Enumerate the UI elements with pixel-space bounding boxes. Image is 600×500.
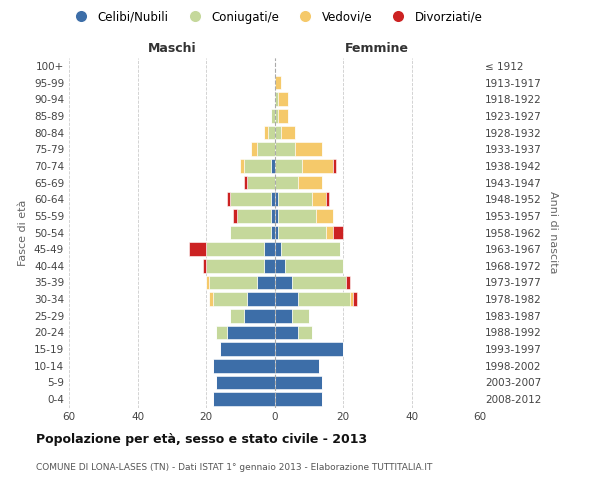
Bar (278, 92, 288, 106)
Bar (220, 342, 275, 356)
Bar (275, 226, 278, 239)
Bar (346, 276, 350, 289)
Bar (275, 192, 278, 206)
Bar (275, 126, 281, 140)
Bar (298, 326, 312, 340)
Bar (275, 259, 285, 272)
Bar (281, 242, 340, 256)
Text: Popolazione per età, sesso e stato civile - 2013: Popolazione per età, sesso e stato civil… (36, 432, 367, 446)
Bar (209, 292, 213, 306)
Bar (251, 142, 257, 156)
Bar (230, 309, 244, 322)
Bar (275, 142, 295, 156)
Bar (275, 176, 298, 190)
Bar (233, 209, 237, 222)
Bar (285, 259, 343, 272)
Bar (275, 159, 302, 172)
Bar (271, 109, 275, 122)
Bar (275, 342, 343, 356)
Bar (244, 159, 271, 172)
Bar (237, 209, 271, 222)
Bar (189, 242, 206, 256)
Bar (244, 176, 247, 190)
Bar (213, 292, 247, 306)
Bar (298, 176, 322, 190)
Bar (292, 309, 309, 322)
Bar (244, 309, 275, 322)
Bar (275, 109, 278, 122)
Bar (333, 226, 343, 239)
Bar (302, 159, 333, 172)
Bar (209, 276, 257, 289)
Bar (316, 209, 333, 222)
Bar (271, 192, 275, 206)
Bar (240, 159, 244, 172)
Bar (203, 259, 206, 272)
Bar (275, 309, 292, 322)
Bar (206, 276, 209, 289)
Bar (257, 142, 275, 156)
Bar (278, 192, 312, 206)
Bar (275, 209, 278, 222)
Bar (206, 259, 264, 272)
Bar (227, 326, 275, 340)
Bar (278, 109, 288, 122)
Legend: Celibi/Nubili, Coniugati/e, Vedovi/e, Divorziati/e: Celibi/Nubili, Coniugati/e, Vedovi/e, Di… (65, 6, 487, 28)
Bar (333, 159, 336, 172)
Bar (230, 192, 271, 206)
Bar (278, 226, 326, 239)
Bar (227, 192, 230, 206)
Bar (298, 292, 350, 306)
Bar (292, 276, 346, 289)
Bar (281, 126, 295, 140)
Bar (326, 192, 329, 206)
Bar (275, 326, 298, 340)
Bar (247, 176, 275, 190)
Bar (257, 276, 275, 289)
Bar (275, 292, 298, 306)
Bar (213, 359, 275, 372)
Text: COMUNE DI LONA-LASES (TN) - Dati ISTAT 1° gennaio 2013 - Elaborazione TUTTITALIA: COMUNE DI LONA-LASES (TN) - Dati ISTAT 1… (36, 462, 433, 471)
Bar (213, 392, 275, 406)
Bar (275, 92, 278, 106)
Bar (275, 392, 322, 406)
Y-axis label: Anni di nascita: Anni di nascita (548, 191, 558, 274)
Bar (216, 326, 227, 340)
Bar (353, 292, 356, 306)
Bar (275, 276, 292, 289)
Bar (216, 376, 275, 390)
Bar (264, 242, 275, 256)
Bar (295, 142, 322, 156)
Bar (206, 242, 264, 256)
Text: Maschi: Maschi (148, 42, 196, 55)
Text: Femmine: Femmine (345, 42, 409, 55)
Bar (326, 226, 333, 239)
Bar (275, 376, 322, 390)
Bar (278, 209, 316, 222)
Bar (264, 126, 268, 140)
Bar (275, 76, 281, 90)
Bar (312, 192, 326, 206)
Bar (264, 259, 275, 272)
Bar (271, 226, 275, 239)
Bar (268, 126, 275, 140)
Bar (275, 359, 319, 372)
Bar (247, 292, 275, 306)
Bar (271, 209, 275, 222)
Bar (350, 292, 353, 306)
Bar (230, 226, 271, 239)
Bar (271, 159, 275, 172)
Bar (275, 242, 281, 256)
Y-axis label: Fasce di età: Fasce di età (19, 200, 28, 266)
